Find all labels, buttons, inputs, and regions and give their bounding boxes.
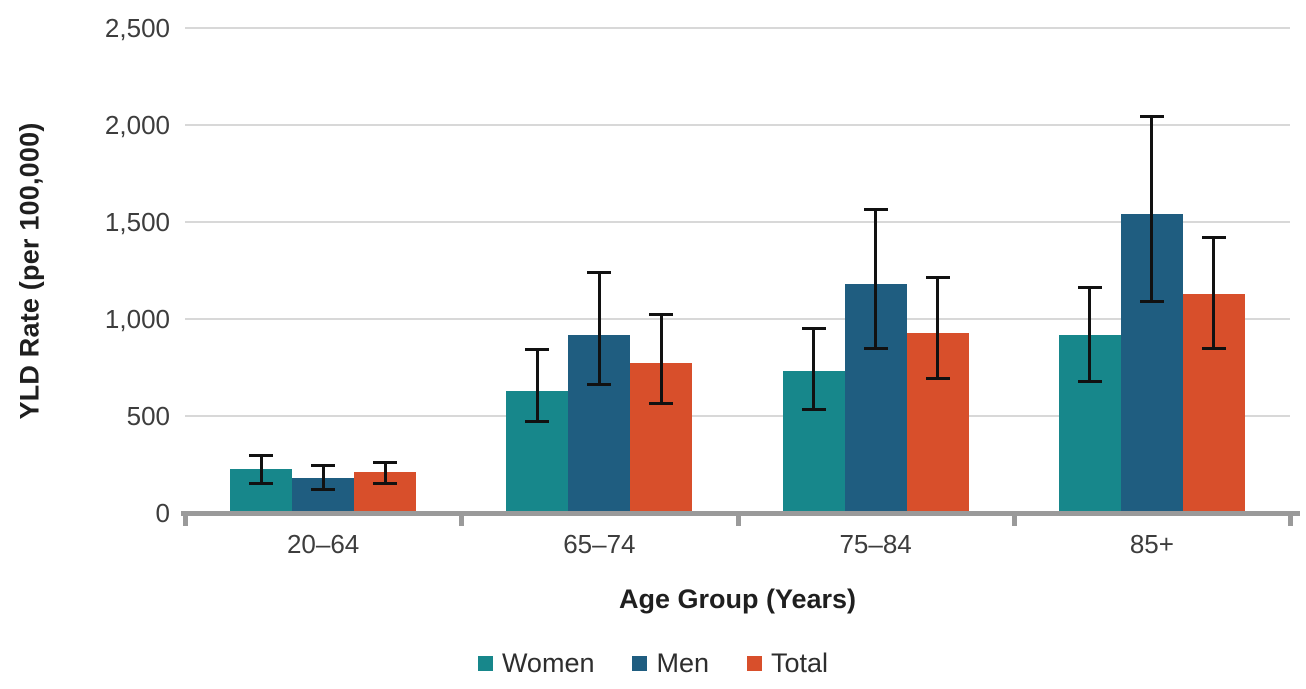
legend-label: Women — [501, 648, 595, 678]
gridline-2500 — [185, 27, 1290, 29]
error-bar-cap-top — [801, 326, 826, 330]
error-bar-cap-top — [1139, 115, 1164, 119]
error-bar-cap-top — [373, 460, 398, 464]
error-bar-vertical — [1150, 116, 1154, 302]
error-bar-cap-top — [649, 313, 674, 317]
error-bar-cap-bottom — [1077, 380, 1102, 384]
error-bar-cap-bottom — [801, 408, 826, 412]
x-tick-label-1: 20–64 — [286, 529, 360, 559]
y-tick-label: 1,000 — [104, 304, 170, 334]
x-tick-label-4: 85+ — [1129, 529, 1174, 559]
y-axis-title: YLD Rate (per 100,000) — [14, 122, 45, 420]
error-bar-cap-bottom — [649, 402, 674, 406]
error-bar-cap-bottom — [311, 487, 336, 491]
legend-label: Men — [656, 648, 710, 678]
error-bar-vertical — [383, 461, 387, 484]
error-bar-vertical — [936, 277, 940, 380]
error-bar-vertical — [321, 464, 325, 490]
gridline-1000 — [185, 318, 1290, 320]
error-bar-cap-bottom — [587, 382, 612, 386]
x-tick-label-3: 75–84 — [839, 529, 912, 559]
error-bar-cap-bottom — [525, 419, 550, 423]
error-bar-vertical — [597, 272, 601, 385]
error-bar-cap-top — [525, 348, 550, 352]
y-tick-label: 0 — [155, 498, 170, 528]
y-tick-label: 500 — [126, 401, 170, 431]
error-bar-vertical — [535, 349, 539, 422]
legend-item-men: Men — [632, 648, 709, 679]
legend-item-total: Total — [747, 648, 828, 679]
y-tick-label: 1,500 — [104, 207, 170, 237]
error-bar-cap-bottom — [925, 377, 950, 381]
x-axis-tick — [1011, 516, 1017, 526]
error-bar-vertical — [1088, 286, 1092, 383]
x-axis-title: Age Group (Years) — [618, 584, 857, 614]
error-bar-cap-top — [863, 208, 888, 212]
error-bar-cap-top — [311, 463, 336, 467]
gridline-2000 — [185, 124, 1290, 126]
x-axis-tick — [459, 516, 465, 526]
error-bar-cap-bottom — [249, 481, 274, 485]
y-tick-label: 2,000 — [104, 110, 170, 140]
legend-swatch-women — [477, 656, 493, 671]
x-axis-line — [181, 511, 1300, 516]
x-tick-label-2: 65–74 — [563, 529, 636, 559]
x-axis-tick — [735, 516, 741, 526]
error-bar-cap-bottom — [373, 481, 398, 485]
error-bar-cap-top — [925, 276, 950, 280]
legend-label: Total — [771, 648, 829, 678]
legend-item-women: Women — [477, 648, 595, 679]
error-bar-vertical — [259, 454, 263, 484]
gridline-1500 — [185, 221, 1290, 223]
error-bar-vertical — [659, 314, 663, 405]
x-axis-tick — [183, 516, 188, 526]
error-bar-cap-bottom — [863, 347, 888, 351]
error-bar-cap-top — [1201, 235, 1226, 239]
error-bar-cap-top — [1077, 285, 1102, 289]
error-bar-vertical — [874, 209, 878, 350]
error-bar-cap-top — [249, 453, 274, 457]
error-bar-cap-bottom — [1139, 299, 1164, 303]
y-tick-label: 2,500 — [104, 13, 170, 43]
x-axis-tick — [1288, 516, 1293, 526]
error-bar-cap-bottom — [1201, 347, 1226, 351]
gridline-500 — [185, 415, 1290, 417]
error-bar-vertical — [1212, 236, 1216, 350]
error-bar-cap-top — [587, 271, 612, 275]
legend-swatch-total — [747, 656, 763, 671]
legend: Women Men Total — [0, 648, 1306, 679]
legend-swatch-men — [632, 656, 648, 671]
error-bar-vertical — [812, 327, 816, 411]
